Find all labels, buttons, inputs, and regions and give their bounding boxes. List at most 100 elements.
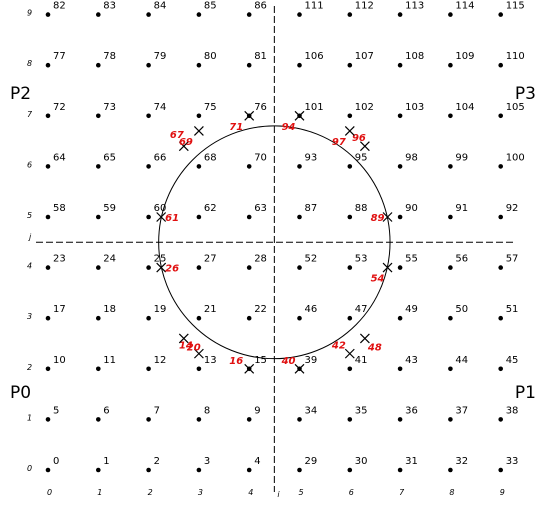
node-dot (246, 315, 252, 321)
node-dot (448, 113, 453, 119)
crossing-label: 69 (179, 137, 193, 148)
grid-node: 19 (146, 304, 166, 321)
node-label: 0 (53, 456, 59, 467)
y-tick-label: 9 (27, 9, 32, 18)
grid-node: 51 (498, 304, 518, 321)
node-label: 110 (506, 51, 525, 62)
node-label: 59 (103, 203, 116, 214)
grid-node: 108 (397, 51, 424, 68)
node-dot (196, 315, 202, 321)
grid-node: 59 (96, 203, 116, 220)
grid-node: 34 (297, 405, 317, 422)
grid-node: 79 (146, 51, 166, 68)
crossing-x-icon (156, 262, 167, 273)
crossing-x-icon (344, 348, 355, 359)
grid-node: 44 (448, 355, 468, 372)
grid-node: 35 (347, 405, 368, 422)
node-label: 47 (355, 304, 368, 315)
node-label: 45 (506, 355, 519, 366)
crossing-x-icon (382, 262, 393, 273)
grid-node: 73 (96, 102, 116, 119)
grid-node: 47 (347, 304, 368, 321)
crossing-x-icon (359, 141, 370, 152)
node-label: 38 (506, 405, 519, 416)
grid-node: 21 (196, 304, 217, 321)
crossing-label: 94 (282, 122, 296, 133)
crossing-point: 26 (156, 262, 179, 275)
crossing-x-icon (294, 110, 305, 121)
node-dot (297, 417, 302, 422)
node-label: 62 (204, 203, 217, 214)
node-dot (397, 265, 403, 270)
node-label: 29 (305, 456, 318, 467)
crossing-point: 42 (331, 341, 355, 359)
grid-node: 107 (347, 51, 374, 68)
node-label: 98 (405, 152, 418, 163)
node-dot (397, 366, 403, 372)
grid-node: 100 (498, 152, 525, 169)
node-label: 5 (53, 405, 59, 416)
node-dot (246, 265, 252, 270)
node-label: 103 (405, 102, 424, 113)
node-label: 57 (506, 254, 519, 265)
node-label: 41 (355, 355, 368, 366)
node-dot (397, 12, 403, 17)
grid-node: 90 (397, 203, 418, 220)
node-dot (347, 417, 353, 422)
node-label: 92 (506, 203, 519, 214)
node-label: 15 (254, 355, 267, 366)
grid-node: 72 (45, 102, 66, 119)
grid-node: 87 (297, 203, 317, 220)
grid-node: 5 (45, 405, 59, 422)
grid-node: 13 (196, 355, 217, 372)
node-dot (448, 265, 453, 270)
crossing-label: 97 (332, 137, 346, 148)
y-tick-label: 5 (27, 211, 32, 220)
grid-node: 49 (397, 304, 418, 321)
x-tick-label: 5 (299, 488, 304, 497)
node-dot (347, 467, 353, 473)
crossing-label: 61 (165, 213, 179, 224)
grid-node: 113 (397, 1, 424, 17)
node-label: 56 (455, 254, 468, 265)
grid-node: 98 (397, 152, 418, 169)
node-dot (397, 113, 403, 119)
crossing-point: 67 (170, 130, 189, 152)
grid-node: 101 (297, 102, 324, 119)
region-label-p2: P2 (10, 84, 31, 104)
node-label: 64 (53, 152, 66, 163)
node-label: 85 (204, 1, 217, 12)
node-label: 115 (506, 1, 525, 12)
node-dot (146, 366, 151, 372)
y-axis-name: j (28, 232, 32, 241)
node-label: 18 (103, 304, 116, 315)
grid-node: 33 (498, 456, 518, 473)
grid-node: 25 (146, 254, 166, 270)
node-dot (196, 62, 202, 68)
crossing-x-icon (244, 110, 255, 121)
grid-node: 93 (297, 152, 317, 169)
node-dot (347, 366, 353, 372)
node-label: 23 (53, 254, 66, 265)
crossing-point: 94 (282, 110, 305, 133)
grid-node: 84 (146, 1, 166, 17)
node-label: 105 (506, 102, 525, 113)
grid-node: 38 (498, 405, 519, 422)
crossing-label: 26 (165, 264, 179, 275)
grid-node: 41 (347, 355, 368, 372)
node-label: 11 (103, 355, 116, 366)
x-axis-name: i (277, 490, 280, 499)
node-dot (448, 417, 453, 422)
grid-node: 68 (196, 152, 217, 169)
node-label: 70 (254, 152, 267, 163)
crossing-point: 69 (179, 126, 204, 148)
node-dot (146, 214, 151, 220)
axis-dividers: ij (28, 6, 516, 499)
node-label: 90 (405, 203, 418, 214)
node-label: 25 (154, 254, 167, 265)
grid-node: 45 (498, 355, 519, 372)
node-dot (45, 62, 51, 68)
node-label: 99 (455, 152, 468, 163)
